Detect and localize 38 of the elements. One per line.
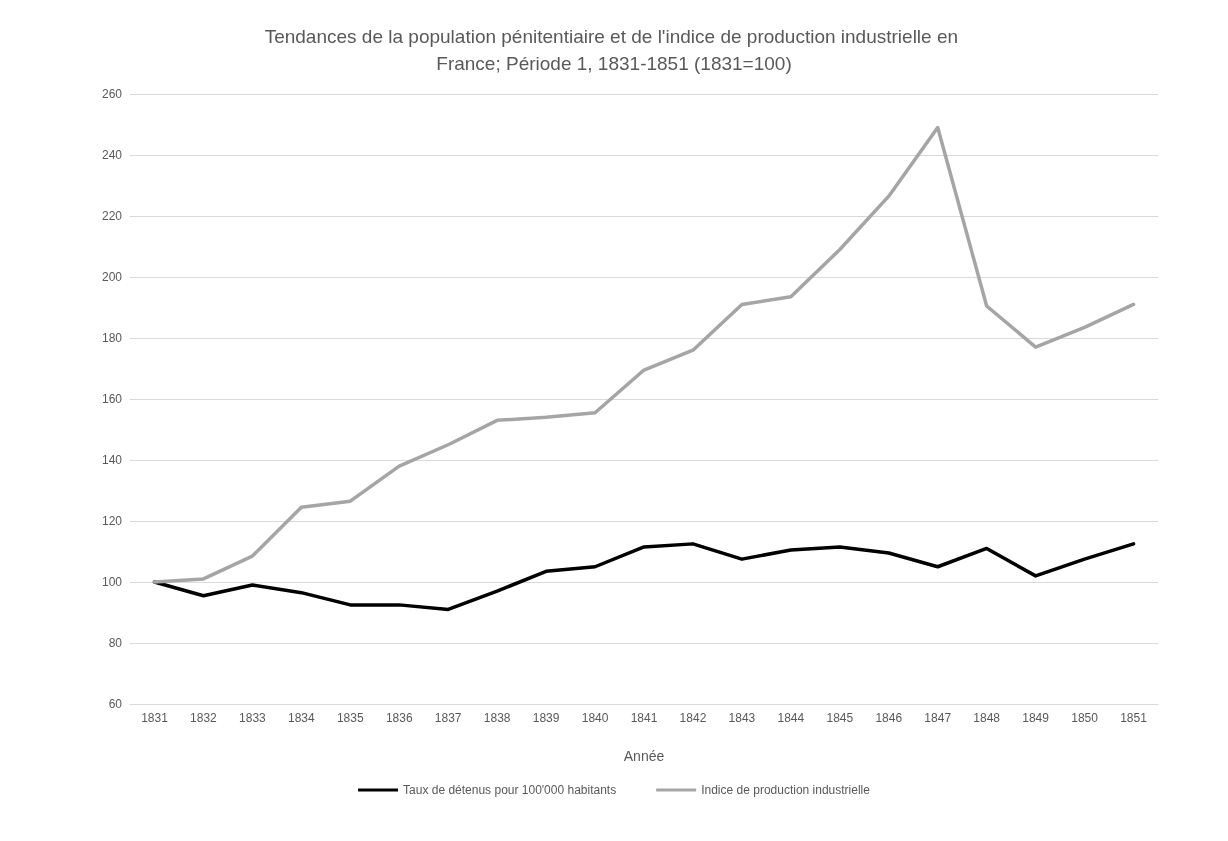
legend-label: Taux de détenus pour 100'000 habitants bbox=[403, 783, 617, 797]
x-tick-label: 1833 bbox=[239, 711, 267, 725]
line-series bbox=[152, 542, 1136, 612]
x-tick-label: 1847 bbox=[924, 711, 952, 725]
x-tick-label: 1837 bbox=[434, 711, 462, 725]
y-tick-label: 200 bbox=[101, 270, 123, 284]
x-tick-label: 1838 bbox=[483, 711, 511, 725]
y-tick-label: 260 bbox=[101, 87, 123, 101]
x-tick-label: 1846 bbox=[875, 711, 903, 725]
y-tick-label: 140 bbox=[101, 453, 123, 467]
y-tick-label: 240 bbox=[101, 148, 123, 162]
x-tick-label: 1835 bbox=[336, 711, 364, 725]
x-tick-label: 1834 bbox=[287, 711, 315, 725]
x-tick-label: 1839 bbox=[532, 711, 560, 725]
x-axis-title: Année bbox=[623, 748, 665, 764]
line-series bbox=[152, 125, 1136, 584]
y-tick-label: 220 bbox=[101, 209, 123, 223]
x-tick-label: 1845 bbox=[826, 711, 854, 725]
x-tick-label: 1831 bbox=[141, 711, 169, 725]
x-tick-label: 1850 bbox=[1071, 711, 1099, 725]
x-tick-label: 1843 bbox=[728, 711, 756, 725]
x-tick-label: 1851 bbox=[1120, 711, 1148, 725]
x-tick-label: 1844 bbox=[777, 711, 805, 725]
y-tick-label: 160 bbox=[101, 392, 123, 406]
x-tick-label: 1836 bbox=[385, 711, 413, 725]
y-tick-label: 100 bbox=[101, 575, 123, 589]
y-tick-label: 120 bbox=[101, 514, 123, 528]
x-tick-label: 1832 bbox=[190, 711, 218, 725]
x-tick-label: 1848 bbox=[973, 711, 1001, 725]
legend-label: Indice de production industrielle bbox=[701, 783, 871, 797]
y-tick-label: 60 bbox=[108, 697, 123, 711]
y-tick-label: 80 bbox=[108, 636, 123, 650]
x-tick-label: 1842 bbox=[679, 711, 707, 725]
y-tick-label: 180 bbox=[101, 331, 123, 345]
x-tick-label: 1849 bbox=[1022, 711, 1050, 725]
x-tick-label: 1840 bbox=[581, 711, 609, 725]
chart-title: Tendances de la population pénitentiaire et de l'indice de production industrielle en France; Période 1, 1831-1851 (1831=100) bbox=[264, 26, 964, 74]
x-tick-label: 1841 bbox=[630, 711, 658, 725]
